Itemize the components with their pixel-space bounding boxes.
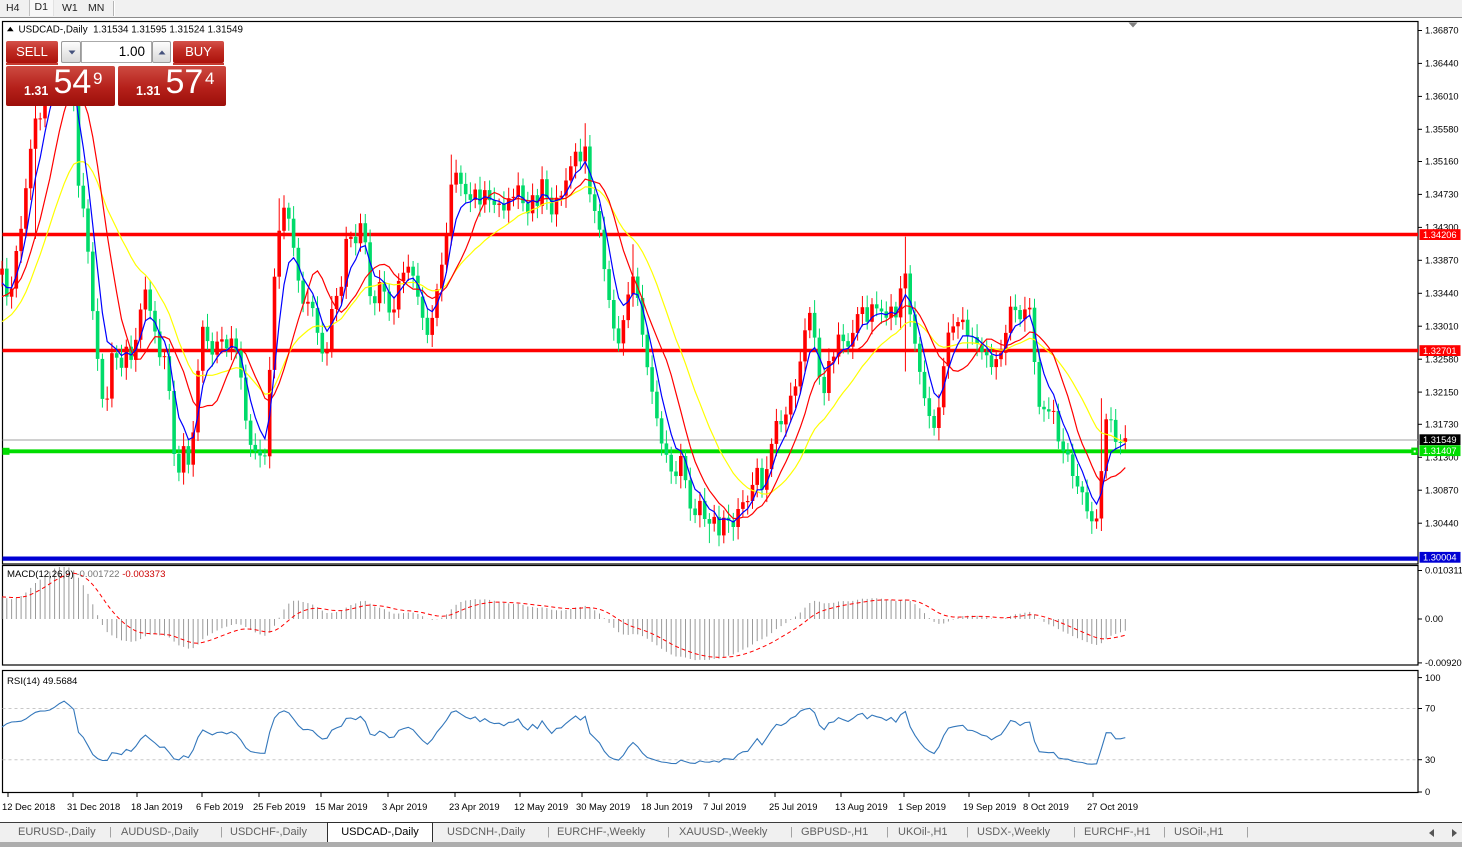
svg-text:1.32701: 1.32701: [1423, 346, 1457, 356]
svg-text:MACD(12,26,9) -0.001722 -0.003: MACD(12,26,9) -0.001722 -0.003373: [7, 569, 165, 580]
svg-text:1.36010: 1.36010: [1425, 92, 1459, 102]
svg-text:1.31300: 1.31300: [1425, 453, 1459, 463]
svg-text:25 Jul 2019: 25 Jul 2019: [769, 801, 817, 812]
svg-text:8 Oct 2019: 8 Oct 2019: [1023, 801, 1069, 812]
svg-text:1.35580: 1.35580: [1425, 125, 1459, 135]
svg-text:100: 100: [1425, 673, 1441, 683]
svg-text:1.34300: 1.34300: [1425, 223, 1459, 233]
svg-text:1.35160: 1.35160: [1425, 157, 1459, 167]
svg-text:0: 0: [1425, 787, 1430, 797]
svg-text:1.30004: 1.30004: [1423, 553, 1457, 563]
svg-text:18 Jun 2019: 18 Jun 2019: [641, 801, 693, 812]
svg-text:30 May 2019: 30 May 2019: [576, 801, 630, 812]
svg-text:3 Apr 2019: 3 Apr 2019: [382, 801, 427, 812]
svg-text:1.36440: 1.36440: [1425, 59, 1459, 69]
svg-text:0.00: 0.00: [1425, 614, 1443, 624]
svg-text:1.34730: 1.34730: [1425, 190, 1459, 200]
svg-text:12 Dec 2018: 12 Dec 2018: [2, 801, 55, 812]
svg-text:25 Feb 2019: 25 Feb 2019: [253, 801, 306, 812]
svg-text:USDCAD-,Daily 1.31534 1.31595: USDCAD-,Daily 1.31534 1.31595 1.31524 1.…: [19, 25, 243, 36]
svg-text:1.34206: 1.34206: [1423, 230, 1457, 240]
svg-text:1.33440: 1.33440: [1425, 289, 1459, 299]
svg-text:70: 70: [1425, 704, 1435, 714]
svg-text:1 Sep 2019: 1 Sep 2019: [898, 801, 946, 812]
svg-text:1.33010: 1.33010: [1425, 321, 1459, 331]
svg-text:1.31549: 1.31549: [1423, 435, 1457, 445]
svg-text:30: 30: [1425, 755, 1435, 765]
svg-text:1.36870: 1.36870: [1425, 26, 1459, 36]
svg-text:31 Dec 2018: 31 Dec 2018: [67, 801, 120, 812]
svg-text:7 Jul 2019: 7 Jul 2019: [703, 801, 746, 812]
svg-text:1.30440: 1.30440: [1425, 518, 1459, 528]
svg-text:1.32580: 1.32580: [1425, 354, 1459, 364]
svg-text:23 Apr 2019: 23 Apr 2019: [449, 801, 500, 812]
svg-text:1.33870: 1.33870: [1425, 256, 1459, 266]
svg-text:-0.009203: -0.009203: [1425, 658, 1462, 668]
svg-text:1.31407: 1.31407: [1423, 446, 1457, 456]
svg-text:15 Mar 2019: 15 Mar 2019: [315, 801, 368, 812]
svg-text:19 Sep 2019: 19 Sep 2019: [963, 801, 1016, 812]
svg-text:RSI(14) 49.5684: RSI(14) 49.5684: [7, 676, 78, 687]
svg-text:12 May 2019: 12 May 2019: [514, 801, 568, 812]
svg-text:1.31730: 1.31730: [1425, 420, 1459, 430]
svg-text:0.010311: 0.010311: [1425, 566, 1462, 576]
svg-text:1.30870: 1.30870: [1425, 485, 1459, 495]
svg-text:27 Oct 2019: 27 Oct 2019: [1087, 801, 1138, 812]
svg-text:18 Jan 2019: 18 Jan 2019: [131, 801, 183, 812]
svg-text:6 Feb 2019: 6 Feb 2019: [196, 801, 243, 812]
svg-text:13 Aug 2019: 13 Aug 2019: [835, 801, 888, 812]
svg-text:1.32150: 1.32150: [1425, 387, 1459, 397]
